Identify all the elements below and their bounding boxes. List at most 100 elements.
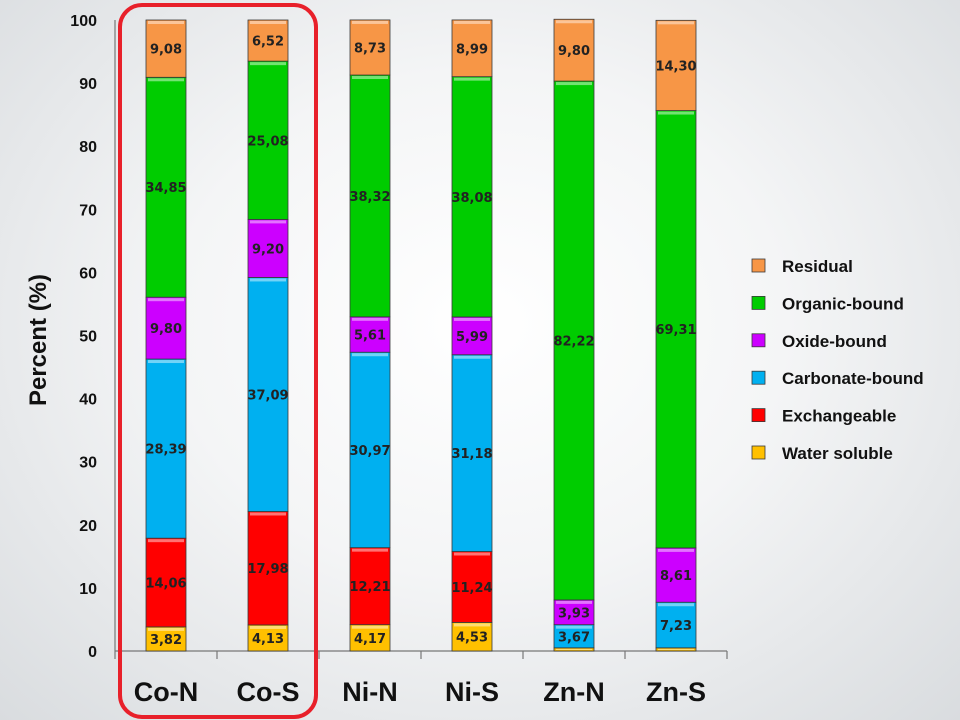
bar-segment-oxide-bound (349, 316, 391, 353)
data-label: 11,24 (451, 581, 492, 596)
bar-segment-organic-bound (553, 80, 595, 601)
bar-segment-oxide-bound (451, 316, 493, 356)
y-tick-label: 60 (79, 265, 97, 282)
legend: Residual Organic-bound Oxide-bound Carbonat… (751, 257, 924, 463)
legend-label-carbonate-bound: Carbonate-bound (782, 369, 924, 388)
bar-segment-residual (349, 19, 391, 76)
bar-segment-highlight (352, 317, 388, 321)
bar-segment-residual (655, 19, 697, 111)
bar-segment-organic-bound (349, 74, 391, 318)
data-label: 37,09 (247, 388, 288, 403)
bar-segment-highlight (454, 623, 490, 627)
bar-segment-exchangeable (145, 537, 187, 628)
data-label: 5,61 (354, 329, 386, 344)
y-tick-label: 10 (79, 581, 97, 598)
data-label: 3,82 (150, 633, 182, 648)
bar-segment-highlight (658, 21, 694, 25)
bar-segment-organic-bound (145, 76, 187, 298)
bar-segment-highlight (352, 76, 388, 80)
bar-segment-highlight (148, 298, 184, 302)
bar-segment-highlight (250, 220, 286, 224)
data-label: 4,53 (456, 631, 488, 646)
data-label: 9,20 (252, 242, 284, 257)
bar-segment-highlight (556, 82, 592, 86)
bar-segment-highlight (454, 552, 490, 556)
bar-segment-organic-bound (451, 76, 493, 318)
data-label: 9,08 (150, 43, 182, 58)
bar-segment-highlight (658, 548, 694, 552)
bar-segment-carbonate-bound (349, 351, 391, 549)
bar-segment-highlight (148, 627, 184, 631)
data-label: 5,99 (456, 330, 488, 345)
bar-segment-highlight (250, 512, 286, 516)
data-label: 38,32 (349, 190, 390, 205)
bar-segment-water-soluble (451, 622, 493, 652)
bar-segment-carbonate-bound (451, 354, 493, 552)
data-label: 31,18 (451, 447, 492, 462)
legend-label-organic-bound: Organic-bound (782, 294, 904, 313)
bar-segment-exchangeable (451, 551, 493, 623)
y-axis-label: Percent (%) (25, 274, 52, 406)
legend-swatch-residual (751, 258, 766, 273)
bar-segment-residual (451, 19, 493, 78)
bar-segment-highlight (556, 600, 592, 604)
bar-segment-highlight (148, 21, 184, 24)
bar-segment-highlight (556, 20, 592, 24)
bar-segment-highlight (454, 20, 490, 24)
y-tick-label: 80 (79, 139, 97, 156)
data-labels: 3,82 14,06 28,39 9,80 34,85 9,08 4,13 17,98 37,0… (145, 35, 696, 648)
x-tick-label: Ni-S (445, 677, 499, 707)
bars (145, 18, 697, 652)
y-tick-label: 90 (79, 76, 97, 93)
bar-segment-highlight (454, 77, 490, 81)
bar-segment-highlight (556, 625, 592, 629)
tick-labels: 0 10 20 30 40 50 60 70 80 90 100 Co-N Co-S Ni-N Ni-S Zn… (70, 13, 706, 707)
axes (114, 20, 728, 659)
legend-label-water-soluble: Water soluble (782, 444, 893, 463)
x-tick-label: Zn-S (646, 677, 706, 707)
bar-segment-highlight (352, 353, 388, 357)
bar-segment-highlight (556, 648, 592, 650)
bar-segment-carbonate-bound (145, 358, 187, 539)
data-label: 7,23 (660, 619, 692, 634)
bar-segment-exchangeable (349, 547, 391, 626)
highlight-box (118, 3, 318, 719)
y-tick-label: 40 (79, 392, 97, 409)
y-tick-label: 30 (79, 455, 97, 472)
bar-segment-highlight (352, 548, 388, 552)
data-label: 82,22 (553, 334, 594, 349)
legend-swatch-carbonate-bound (751, 370, 766, 385)
data-label: 3,93 (558, 606, 590, 621)
y-tick-label: 20 (79, 518, 97, 535)
bar-segment-highlight (250, 278, 286, 282)
bar-segment-highlight (658, 603, 694, 607)
bar-segment-highlight (352, 625, 388, 629)
legend-label-residual: Residual (782, 257, 853, 276)
bar-segment-exchangeable (247, 511, 289, 626)
data-label: 12,21 (349, 580, 390, 595)
bar-segment-highlight (454, 355, 490, 359)
bar-segment-highlight (658, 648, 694, 650)
bar-segment-carbonate-bound (655, 601, 697, 649)
y-tick-label: 100 (70, 13, 97, 30)
bar-segment-oxide-bound (553, 599, 595, 626)
bar-segment-residual (247, 19, 289, 62)
data-label: 69,31 (655, 323, 696, 338)
legend-swatch-organic-bound (751, 295, 766, 310)
y-tick-label: 70 (79, 202, 97, 219)
x-tick-label: Zn-N (543, 677, 604, 707)
data-label: 25,08 (247, 134, 288, 149)
data-label: 38,08 (451, 191, 492, 206)
data-label: 8,61 (660, 569, 692, 584)
bar-segment-organic-bound (655, 110, 697, 549)
legend-label-oxide-bound: Oxide-bound (782, 332, 887, 351)
bar-segment-highlight (658, 111, 694, 115)
data-label: 28,39 (145, 443, 186, 458)
bar-segment-highlight (250, 21, 286, 24)
legend-swatch-oxide-bound (751, 333, 766, 348)
bar-segment-highlight (250, 62, 286, 66)
y-tick-label: 0 (88, 644, 97, 661)
data-label: 8,73 (354, 41, 386, 56)
data-label: 17,98 (247, 562, 288, 577)
